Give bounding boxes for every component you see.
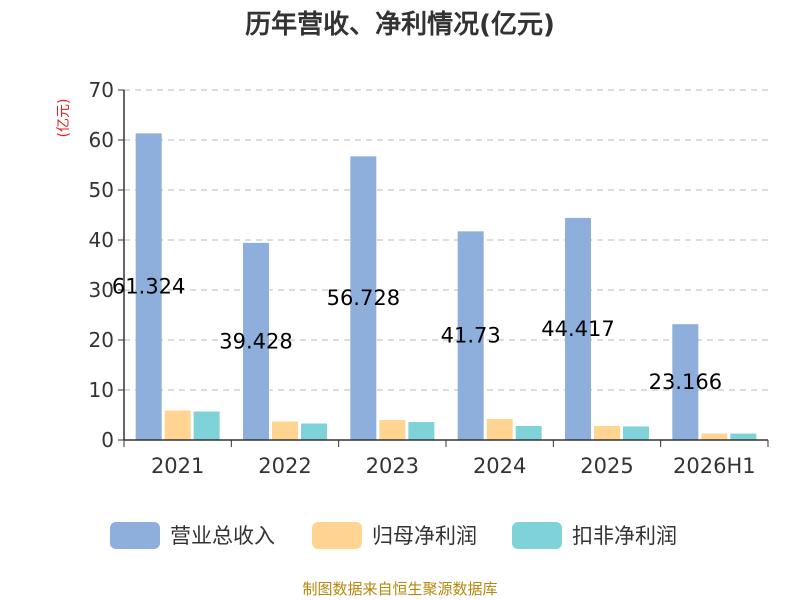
bar-series3: [193, 411, 220, 440]
bar-series1: [135, 133, 162, 440]
x-tick-label: 2025: [580, 454, 633, 478]
bar-series2: [701, 433, 728, 440]
x-tick-label: 2021: [151, 454, 204, 478]
data-label: 61.324: [112, 275, 185, 299]
legend-item[interactable]: 营业总收入: [110, 522, 275, 549]
y-tick-label: 30: [89, 278, 114, 302]
legend-label: 营业总收入: [170, 524, 275, 548]
y-axis-unit-label: (亿元): [56, 99, 72, 138]
data-label: 41.73: [441, 324, 501, 348]
source-note: 制图数据来自恒生聚源数据库: [302, 580, 497, 598]
x-tick-label: 2022: [258, 454, 311, 478]
y-tick-label: 70: [89, 78, 114, 102]
chart-title: 历年营收、净利情况(亿元): [245, 9, 555, 40]
y-tick-label: 10: [89, 378, 114, 402]
bar-series2: [486, 419, 513, 440]
bar-series3: [515, 426, 542, 440]
y-axis-ticks: 0 10 20 30 40 50 60 70: [89, 78, 124, 452]
bar-series1: [672, 324, 699, 440]
bar-series1: [350, 156, 377, 441]
bar-series2: [379, 420, 406, 440]
data-label: 39.428: [219, 329, 292, 353]
bar-series3: [408, 422, 435, 440]
bar-series2: [594, 426, 620, 440]
bar-series1: [457, 231, 484, 440]
legend-label: 归母净利润: [372, 524, 477, 548]
x-tick-label: 2024: [473, 454, 526, 478]
x-tick-label: 2026H1: [673, 454, 756, 478]
x-axis-ticks: 2021 2022 2023 2024 2025 2026H1: [123, 440, 769, 478]
bar-series3: [730, 433, 757, 440]
legend-swatch: [312, 522, 362, 549]
legend-swatch: [110, 522, 160, 549]
legend-item[interactable]: 归母净利润: [312, 522, 477, 549]
bar-series1: [243, 242, 269, 440]
y-tick-label: 50: [89, 178, 114, 202]
bar-series1: [565, 217, 591, 440]
bar-series3: [623, 426, 649, 440]
legend[interactable]: 营业总收入 归母净利润 扣非净利润: [110, 522, 677, 549]
y-tick-label: 40: [89, 228, 114, 252]
grid-lines: [124, 89, 768, 391]
legend-item[interactable]: 扣非净利润: [512, 522, 677, 549]
bar-series3: [301, 423, 327, 440]
data-label: 44.417: [541, 317, 614, 341]
data-label: 23.166: [649, 370, 722, 394]
y-tick-label: 0: [101, 428, 114, 452]
y-tick-label: 60: [89, 128, 114, 152]
bar-series2: [164, 410, 191, 440]
bars: [135, 133, 757, 441]
data-label: 56.728: [327, 286, 400, 310]
legend-swatch: [512, 522, 562, 549]
bar-series2: [272, 421, 298, 440]
x-tick-label: 2023: [366, 454, 419, 478]
data-labels: 61.324 39.428 56.728 41.73 44.417 23.166: [112, 275, 722, 394]
y-tick-label: 20: [89, 328, 114, 352]
legend-label: 扣非净利润: [572, 524, 677, 548]
